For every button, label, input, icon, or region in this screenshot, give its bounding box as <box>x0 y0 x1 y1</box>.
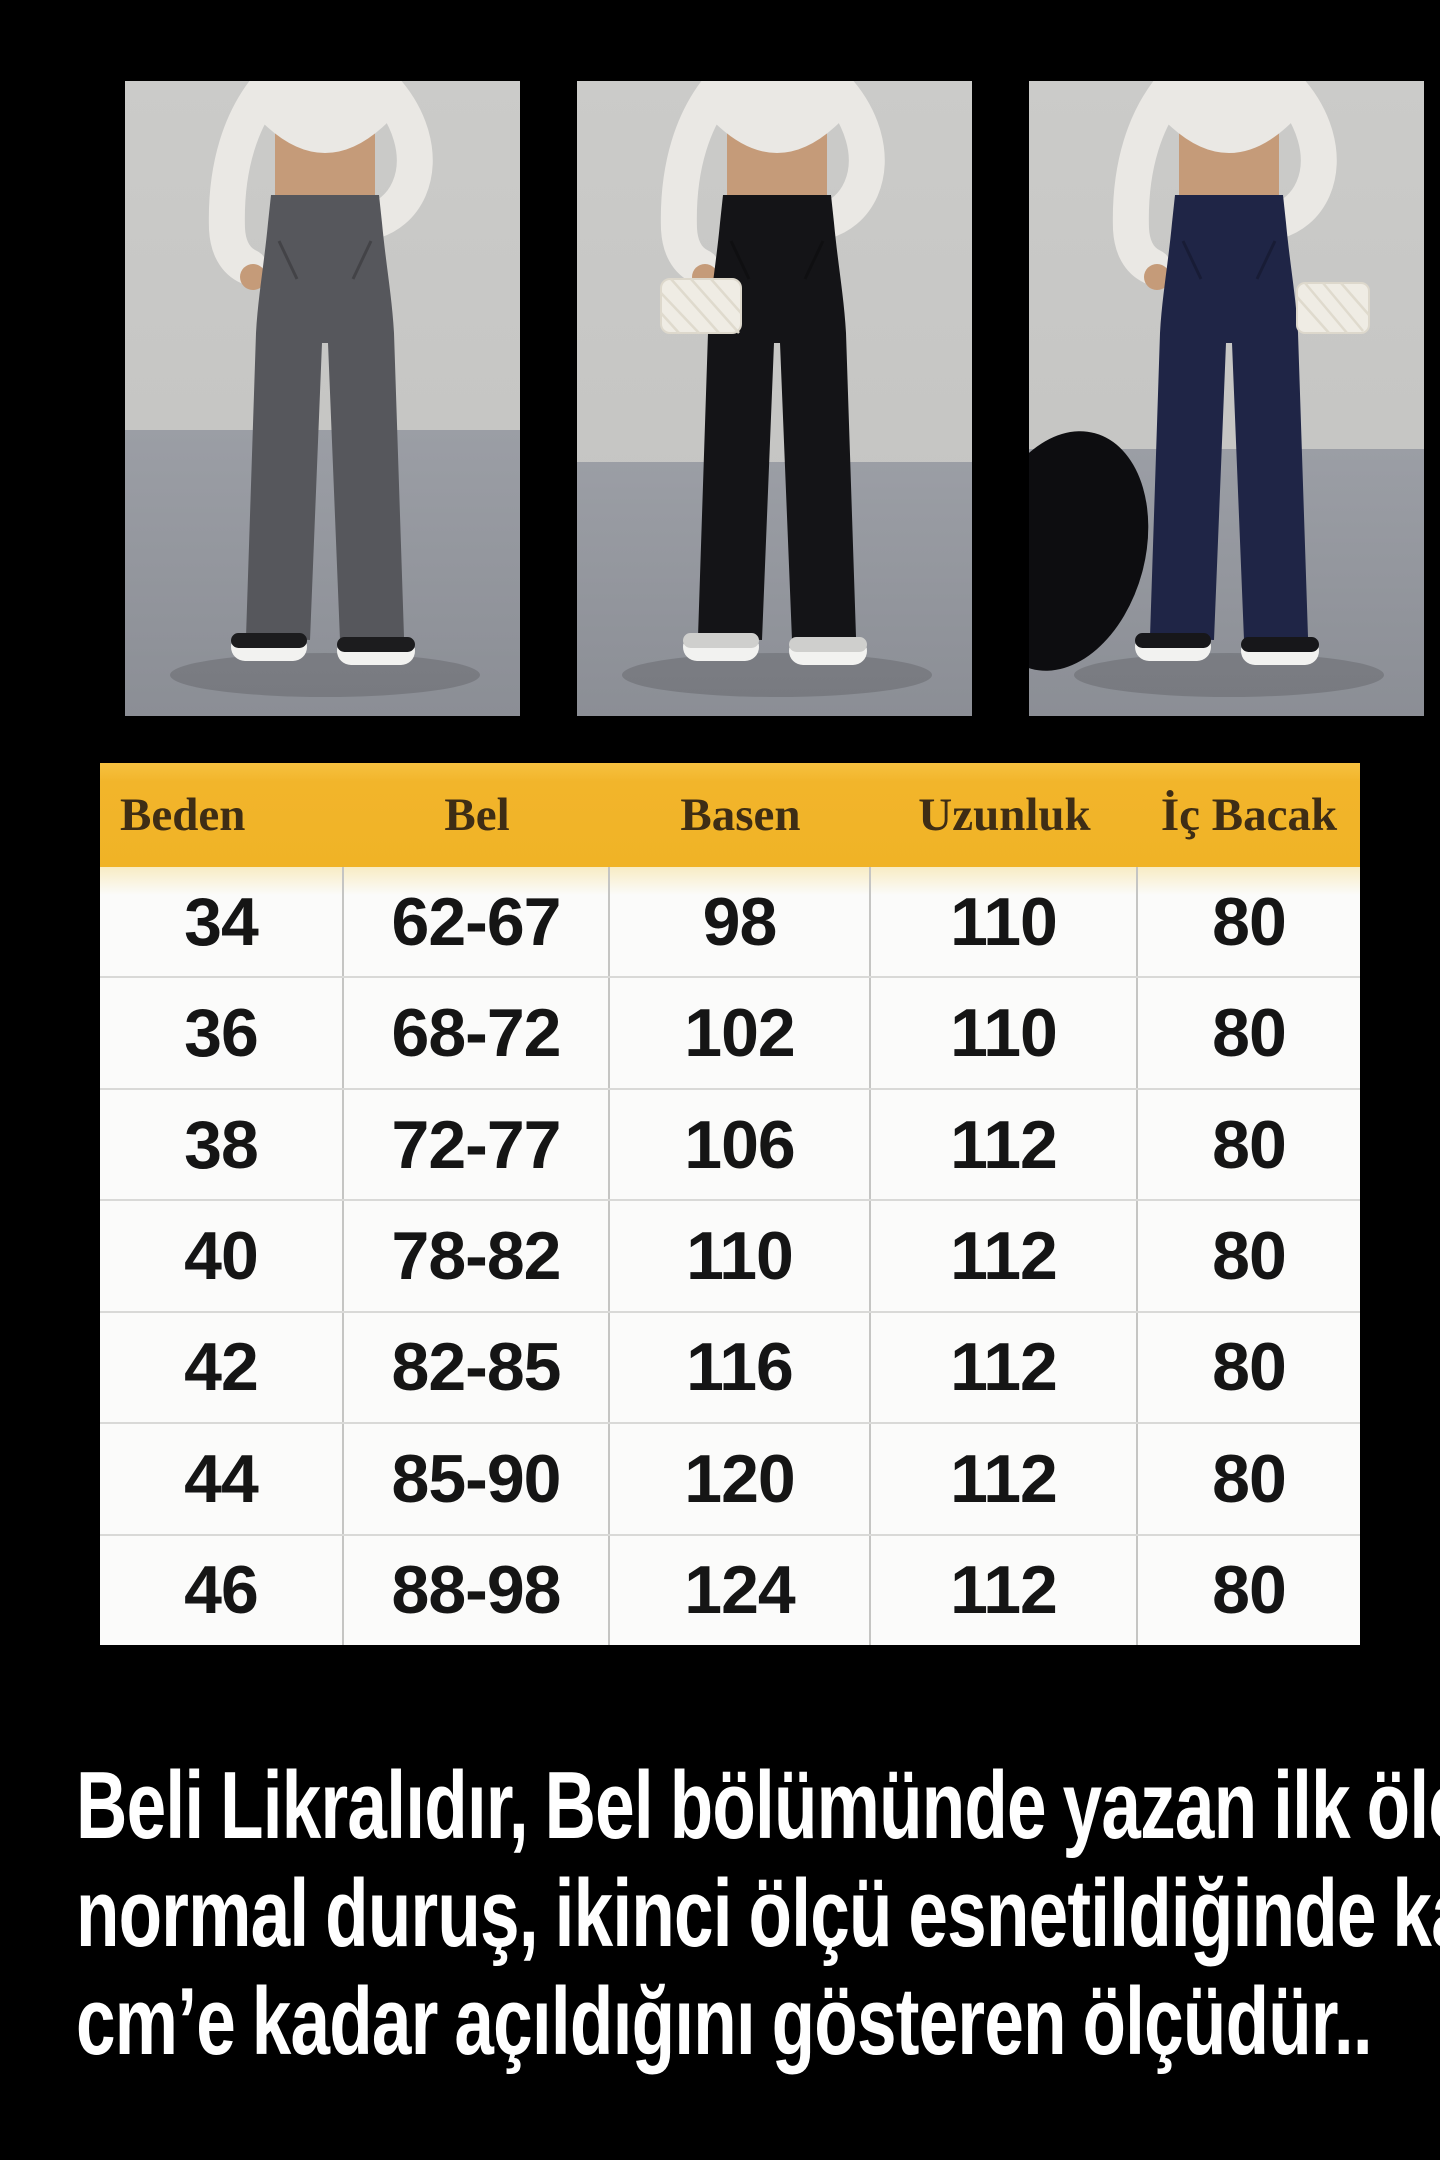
dark-pillow <box>1029 431 1149 671</box>
uzunluk-value: 112 <box>871 1089 1138 1200</box>
table-row-size-46: 46 88-98 124 112 80 <box>100 1533 1360 1645</box>
basen-value: 116 <box>610 1312 871 1423</box>
quilted-clutch-bag <box>660 278 742 334</box>
size-chart-table: Beden Bel Basen Uzunluk İç Bacak 34 62-6… <box>100 763 1360 1645</box>
ic-bacak-value: 80 <box>1212 1329 1287 1406</box>
beden-value: 44 <box>100 1424 344 1534</box>
beden-value: 34 <box>100 867 344 977</box>
basen-value: 106 <box>610 1089 871 1200</box>
bel-value: 68-72 <box>344 978 610 1088</box>
uzunluk-value: 110 <box>871 978 1138 1088</box>
ic-bacak-value: 80 <box>1212 1217 1287 1294</box>
uzunluk-value: 112 <box>871 1424 1138 1534</box>
column-header-beden: Beden <box>120 789 246 841</box>
model-black-trousers <box>577 81 972 716</box>
note-line-3: cm’e kadar açıldığını gösteren ölçüdür.. <box>76 1968 1373 2075</box>
table-row-size-34: 34 62-67 98 110 80 <box>100 867 1360 977</box>
bel-value: 82-85 <box>344 1312 610 1423</box>
product-photo-navy <box>1029 81 1424 716</box>
note-line-2: normal duruş, ikinci ölçü esnetildiğinde… <box>76 1860 1440 1967</box>
table-row-size-42: 42 82-85 116 112 80 <box>100 1310 1360 1423</box>
column-header-basen: Basen <box>680 789 801 841</box>
bel-value: 72-77 <box>344 1089 610 1200</box>
uzunluk-value: 112 <box>871 1535 1138 1645</box>
column-header-ic-bacak: İç Bacak <box>1160 789 1338 841</box>
table-row-size-40: 40 78-82 110 112 80 <box>100 1199 1360 1311</box>
ic-bacak-value: 80 <box>1212 883 1287 960</box>
size-table-body: 34 62-67 98 110 80 36 68-72 102 110 80 3… <box>100 867 1360 1645</box>
model-grey-trousers <box>125 81 520 716</box>
product-photo-grey <box>125 81 520 716</box>
size-table-header: Beden Bel Basen Uzunluk İç Bacak <box>100 763 1360 867</box>
ic-bacak-value: 80 <box>1212 995 1287 1072</box>
beden-value: 40 <box>100 1201 344 1311</box>
table-row-size-38: 38 72-77 106 112 80 <box>100 1087 1360 1200</box>
ic-bacak-value: 80 <box>1212 1440 1287 1517</box>
basen-value: 120 <box>610 1424 871 1534</box>
bel-value: 62-67 <box>344 867 610 977</box>
beden-value: 38 <box>100 1089 344 1200</box>
waist-elastic-note: Beli Likralıdır, Bel bölümünde yazan ilk… <box>76 1752 1440 2076</box>
bel-value: 78-82 <box>344 1201 610 1311</box>
column-header-uzunluk: Uzunluk <box>918 789 1091 841</box>
beden-value: 46 <box>100 1535 344 1645</box>
basen-value: 102 <box>610 978 871 1088</box>
basen-value: 124 <box>610 1535 871 1645</box>
bel-value: 85-90 <box>344 1424 610 1534</box>
table-row-size-44: 44 85-90 120 112 80 <box>100 1422 1360 1534</box>
beden-value: 36 <box>100 978 344 1088</box>
basen-value: 98 <box>610 867 871 977</box>
product-photo-black <box>577 81 972 716</box>
beden-value: 42 <box>100 1312 344 1423</box>
uzunluk-value: 110 <box>871 867 1138 977</box>
uzunluk-value: 112 <box>871 1312 1138 1423</box>
basen-value: 110 <box>610 1201 871 1311</box>
note-line-1: Beli Likralıdır, Bel bölümünde yazan ilk… <box>76 1752 1440 1859</box>
bel-value: 88-98 <box>344 1535 610 1645</box>
uzunluk-value: 112 <box>871 1201 1138 1311</box>
column-header-bel: Bel <box>444 789 510 841</box>
ic-bacak-value: 80 <box>1212 1106 1287 1183</box>
ic-bacak-value: 80 <box>1212 1552 1287 1629</box>
table-row-size-36: 36 68-72 102 110 80 <box>100 976 1360 1088</box>
white-clutch-bag <box>1296 282 1370 334</box>
model-navy-trousers <box>1029 81 1424 716</box>
